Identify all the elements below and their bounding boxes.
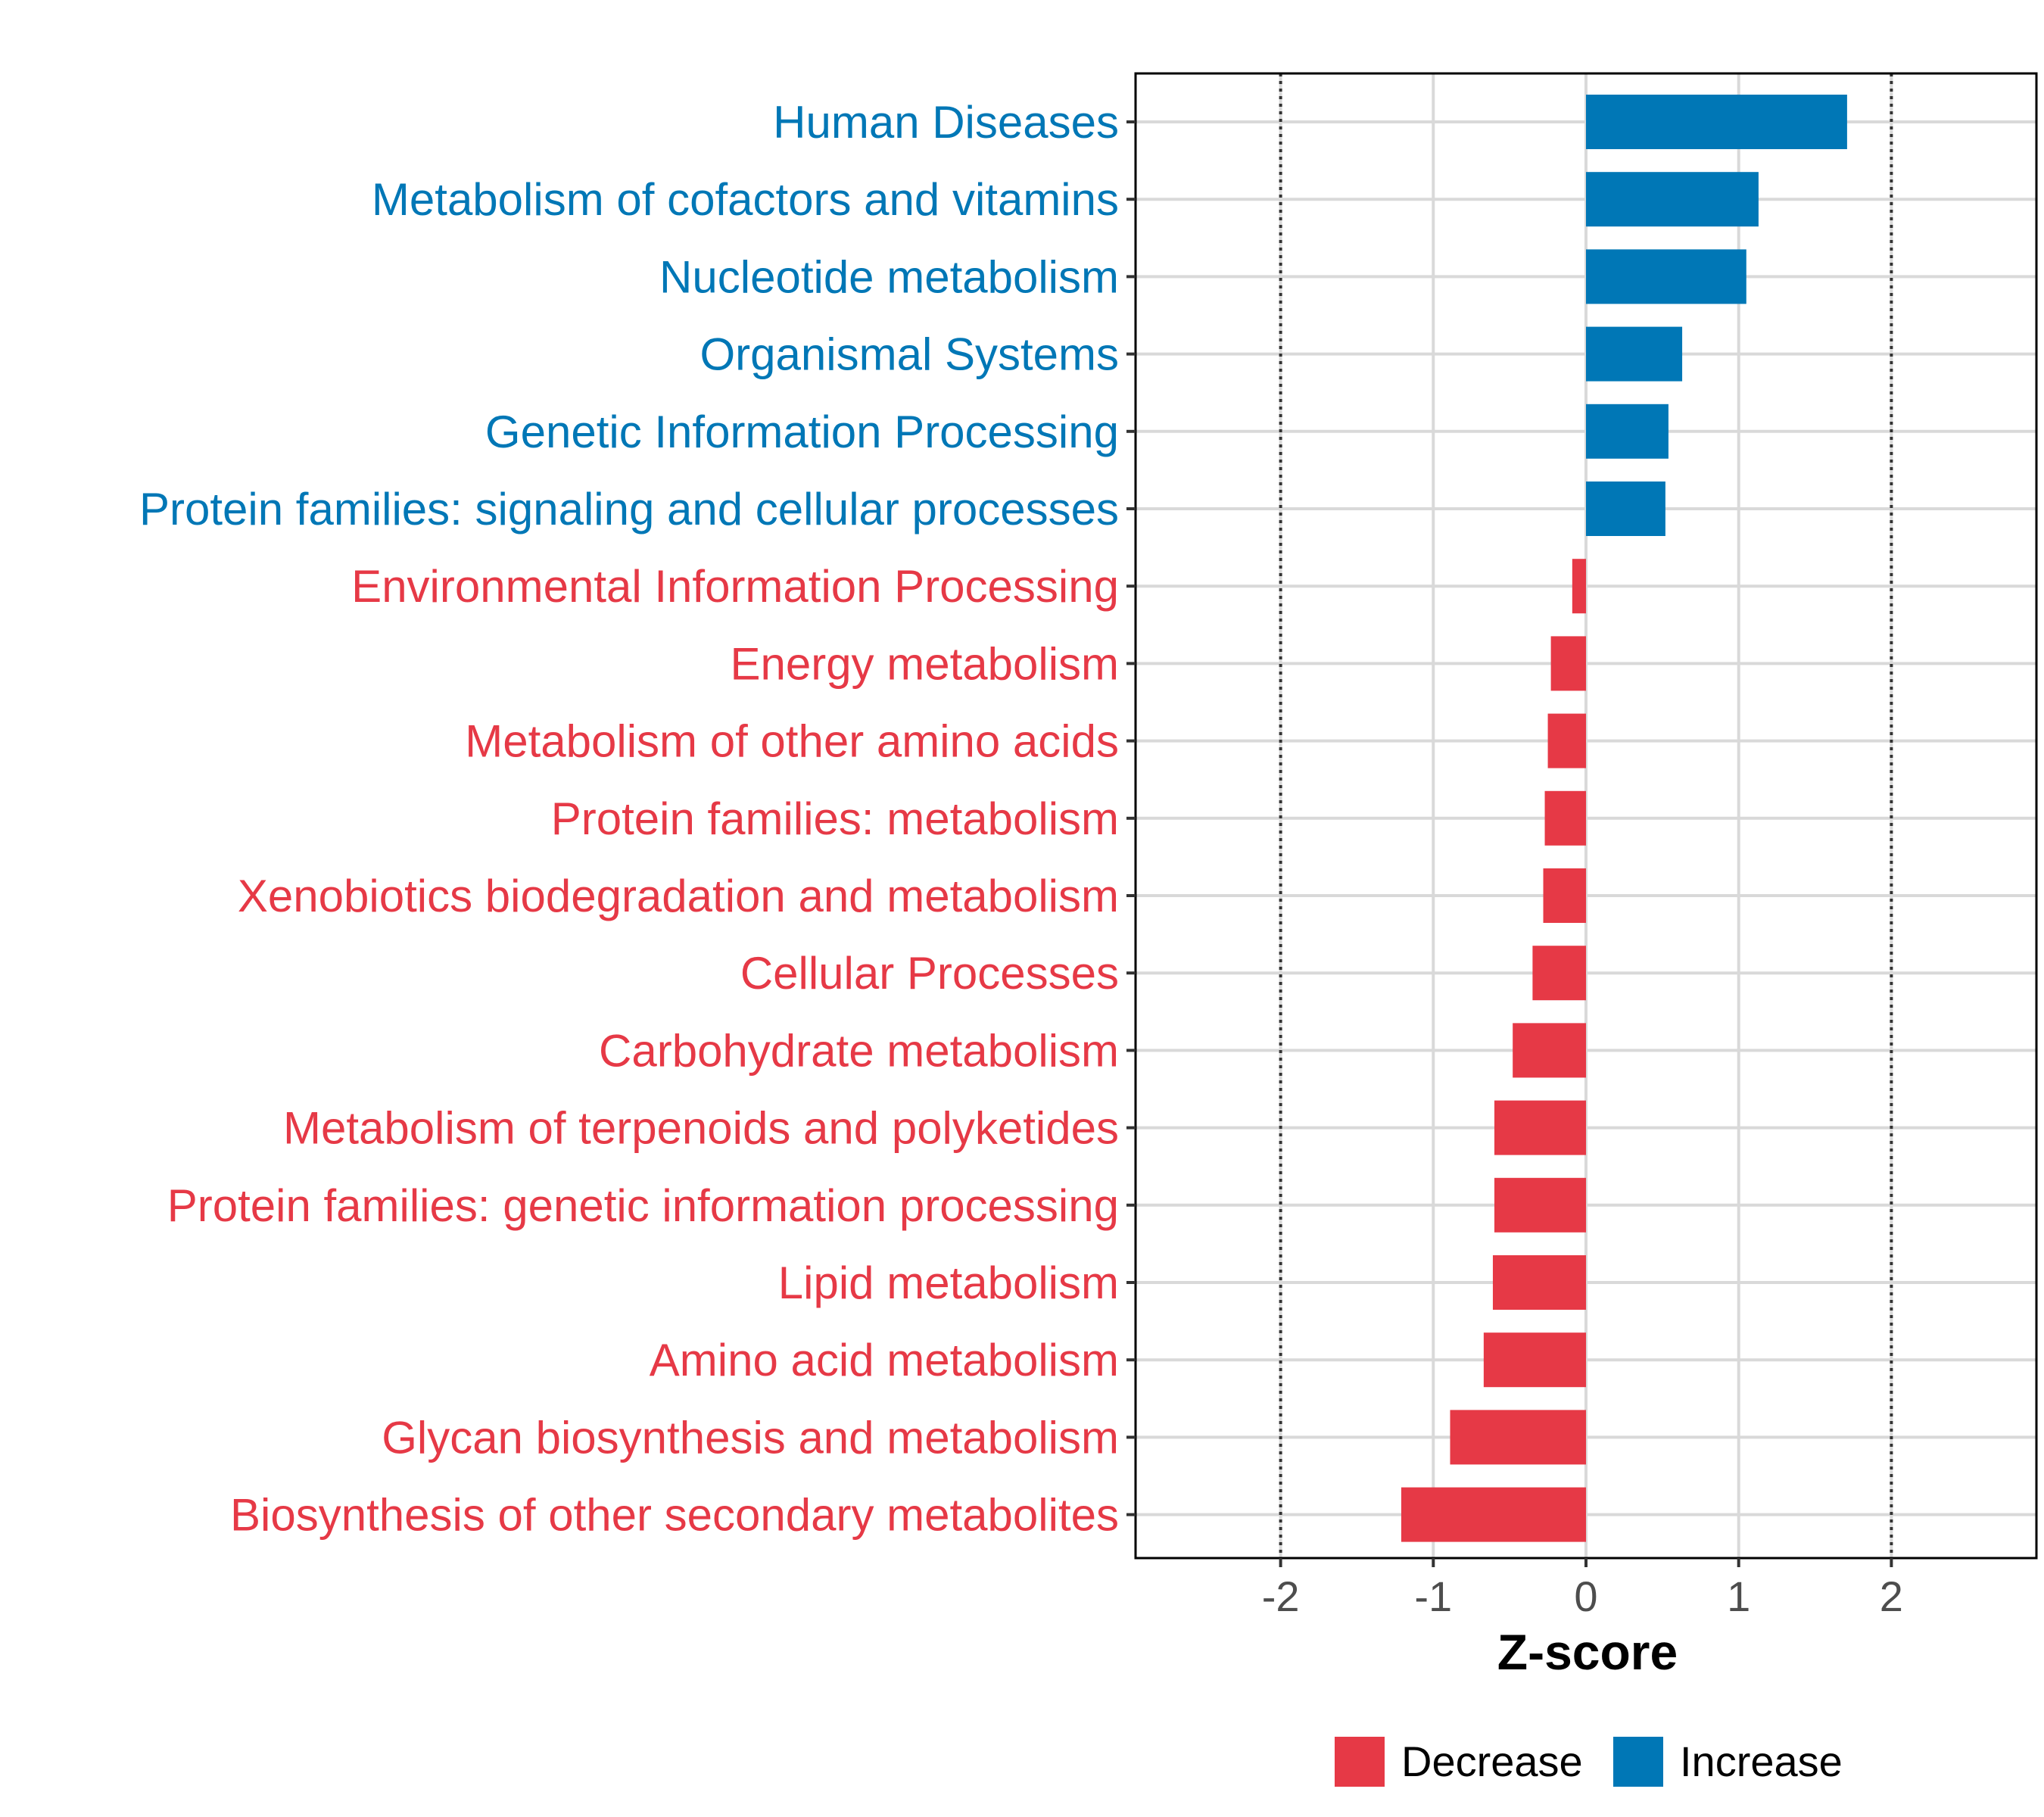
x-axis-title: Z-score xyxy=(1497,1624,1678,1680)
y-category-label: Cellular Processes xyxy=(740,948,1119,999)
x-tick-label: -1 xyxy=(1414,1572,1452,1620)
bar xyxy=(1572,559,1586,614)
x-tick-label: 2 xyxy=(1880,1572,1903,1620)
bar xyxy=(1586,172,1759,227)
y-category-label: Carbohydrate metabolism xyxy=(599,1025,1119,1076)
bar xyxy=(1483,1332,1586,1388)
bar xyxy=(1494,1100,1586,1155)
x-tick-label: 0 xyxy=(1574,1572,1597,1620)
bar xyxy=(1586,249,1746,304)
x-tick-label: 1 xyxy=(1727,1572,1750,1620)
bar xyxy=(1532,946,1586,1001)
y-category-label: Energy metabolism xyxy=(730,638,1119,689)
bar xyxy=(1450,1410,1586,1465)
bar xyxy=(1586,326,1683,382)
y-category-label: Xenobiotics biodegradation and metabolis… xyxy=(238,871,1119,921)
reference-lines xyxy=(1279,73,1893,1558)
y-category-label: Protein families: genetic information pr… xyxy=(167,1180,1119,1231)
x-axis-ticks: -2 -1 0 1 2 xyxy=(1262,1558,1903,1620)
bar xyxy=(1586,95,1847,149)
legend-label: Increase xyxy=(1680,1738,1843,1785)
y-category-label: Glycan biosynthesis and metabolism xyxy=(382,1412,1119,1463)
y-axis-ticks xyxy=(1126,120,1136,1516)
y-category-label: Metabolism of cofactors and vitamins xyxy=(372,174,1119,225)
bar xyxy=(1543,868,1586,923)
bar xyxy=(1492,1255,1586,1310)
bar xyxy=(1550,636,1586,691)
legend: Decrease Increase xyxy=(1335,1737,1843,1787)
y-category-label: Protein families: metabolism xyxy=(551,793,1119,844)
y-category-label: Lipid metabolism xyxy=(778,1258,1119,1308)
bar xyxy=(1401,1487,1586,1542)
legend-label: Decrease xyxy=(1401,1738,1583,1785)
y-axis-labels: Human Diseases Metabolism of cofactors an… xyxy=(139,97,1119,1541)
y-category-label: Nucleotide metabolism xyxy=(659,251,1119,302)
bars xyxy=(1401,95,1847,1542)
bar xyxy=(1544,790,1586,846)
y-category-label: Biosynthesis of other secondary metaboli… xyxy=(230,1490,1119,1541)
y-category-label: Protein families: signaling and cellular… xyxy=(139,484,1119,535)
bar xyxy=(1494,1177,1586,1233)
bar xyxy=(1513,1023,1586,1078)
y-category-label: Metabolism of terpenoids and polyketides xyxy=(283,1103,1119,1154)
y-category-label: Amino acid metabolism xyxy=(650,1335,1119,1385)
legend-swatch xyxy=(1613,1737,1663,1787)
y-category-label: Metabolism of other amino acids xyxy=(465,716,1119,767)
bar xyxy=(1586,482,1665,536)
y-category-label: Organismal Systems xyxy=(700,329,1119,380)
x-tick-label: -2 xyxy=(1262,1572,1300,1620)
bar xyxy=(1547,713,1586,768)
bar xyxy=(1586,404,1669,459)
y-category-label: Human Diseases xyxy=(773,97,1119,148)
legend-swatch xyxy=(1335,1737,1385,1787)
y-category-label: Genetic Information Processing xyxy=(485,407,1119,457)
y-category-label: Environmental Information Processing xyxy=(351,561,1119,612)
